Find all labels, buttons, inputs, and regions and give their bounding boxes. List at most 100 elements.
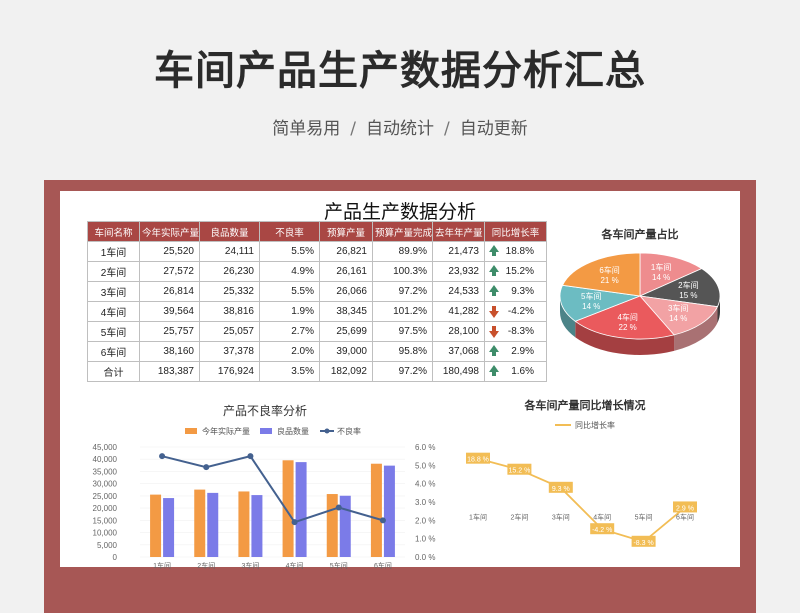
completion-cell[interactable]: 101.2% xyxy=(372,301,433,322)
bar[interactable] xyxy=(238,491,250,557)
line-point[interactable] xyxy=(159,453,166,460)
row-name-cell[interactable]: 3车间 xyxy=(87,281,140,302)
pie-slice[interactable] xyxy=(639,252,703,297)
growth-cell[interactable]: 18.8% xyxy=(484,241,547,262)
y2-tick-label: 2.0 % xyxy=(415,516,435,525)
pie-slice[interactable] xyxy=(574,295,675,340)
bar[interactable] xyxy=(383,465,395,557)
column-header[interactable]: 预算产量完成率 xyxy=(372,221,433,242)
completion-cell[interactable]: 89.9% xyxy=(372,241,433,262)
actual-cell[interactable]: 38,160 xyxy=(139,341,200,362)
bar[interactable] xyxy=(150,494,162,557)
bar[interactable] xyxy=(282,460,294,557)
growth-cell[interactable]: 15.2% xyxy=(484,261,547,282)
budget-cell[interactable]: 26,821 xyxy=(319,241,373,262)
defect-cell[interactable]: 4.9% xyxy=(259,261,320,282)
actual-cell[interactable]: 25,757 xyxy=(139,321,200,342)
bar[interactable] xyxy=(339,495,351,557)
last_year-cell[interactable]: 37,068 xyxy=(432,341,485,362)
y-tick-label: 10,000 xyxy=(93,529,118,538)
actual-cell[interactable]: 26,814 xyxy=(139,281,200,302)
row-name-cell[interactable]: 4车间 xyxy=(87,301,140,322)
row-name-cell[interactable]: 6车间 xyxy=(87,341,140,362)
budget-cell[interactable]: 25,699 xyxy=(319,321,373,342)
defect-cell[interactable]: 2.7% xyxy=(259,321,320,342)
pie-slice[interactable] xyxy=(638,295,719,336)
last_year-cell[interactable]: 28,100 xyxy=(432,321,485,342)
completion-cell[interactable]: 97.5% xyxy=(372,321,433,342)
bar[interactable] xyxy=(194,489,206,557)
row-name-cell[interactable]: 合计 xyxy=(87,361,140,382)
line-point[interactable] xyxy=(335,504,342,511)
column-header[interactable]: 预算产量 xyxy=(319,221,373,242)
bar[interactable] xyxy=(251,495,263,557)
completion-cell[interactable]: 100.3% xyxy=(372,261,433,282)
line-point[interactable] xyxy=(203,464,210,471)
line-point[interactable] xyxy=(247,453,254,460)
data-label-box[interactable] xyxy=(507,463,532,475)
good-cell[interactable]: 38,816 xyxy=(199,301,260,322)
last_year-cell[interactable]: 180,498 xyxy=(432,361,485,382)
growth-cell[interactable]: 1.6% xyxy=(484,361,547,382)
good-cell[interactable]: 24,111 xyxy=(199,241,260,262)
bar[interactable] xyxy=(326,494,338,557)
budget-cell[interactable]: 26,066 xyxy=(319,281,373,302)
line-point[interactable] xyxy=(291,519,298,526)
subtitle-part: 自动更新 xyxy=(459,119,528,139)
budget-cell[interactable]: 38,345 xyxy=(319,301,373,322)
last_year-cell[interactable]: 41,282 xyxy=(432,301,485,322)
data-label-box[interactable] xyxy=(466,452,490,464)
pie-slice[interactable] xyxy=(559,284,642,322)
actual-cell[interactable]: 27,572 xyxy=(139,261,200,282)
row-name-cell[interactable]: 5车间 xyxy=(87,321,140,342)
last_year-cell[interactable]: 23,932 xyxy=(432,261,485,282)
defect-cell[interactable]: 2.0% xyxy=(259,341,320,362)
bar[interactable] xyxy=(163,498,175,557)
actual-cell[interactable]: 25,520 xyxy=(139,241,200,262)
actual-cell[interactable]: 183,387 xyxy=(139,361,200,382)
column-header[interactable]: 同比增长率 xyxy=(484,221,547,242)
defect-cell[interactable]: 5.5% xyxy=(259,281,320,302)
growth-cell[interactable]: 2.9% xyxy=(484,341,547,362)
growth-cell[interactable]: -8.3% xyxy=(484,321,547,342)
completion-cell[interactable]: 97.2% xyxy=(372,281,433,302)
good-cell[interactable]: 25,057 xyxy=(199,321,260,342)
column-header[interactable]: 不良率 xyxy=(259,221,320,242)
good-cell[interactable]: 37,378 xyxy=(199,341,260,362)
defect-cell[interactable]: 5.5% xyxy=(259,241,320,262)
row-name-cell[interactable]: 2车间 xyxy=(87,261,140,282)
column-header[interactable]: 车间名称 xyxy=(87,221,140,242)
budget-cell[interactable]: 182,092 xyxy=(319,361,373,382)
last_year-cell[interactable]: 21,473 xyxy=(432,241,485,262)
defect-cell[interactable]: 1.9% xyxy=(259,301,320,322)
data-label-box[interactable] xyxy=(548,481,573,493)
column-header[interactable]: 去年年产量 xyxy=(432,221,485,242)
data-label-box[interactable] xyxy=(590,523,615,535)
pie-slice[interactable] xyxy=(561,252,641,297)
line-point[interactable] xyxy=(379,517,386,524)
budget-cell[interactable]: 39,000 xyxy=(319,341,373,362)
good-cell[interactable]: 26,230 xyxy=(199,261,260,282)
last_year-cell[interactable]: 24,533 xyxy=(432,281,485,302)
cell-text: 4.9% xyxy=(291,266,314,277)
budget-cell[interactable]: 26,161 xyxy=(319,261,373,282)
data-label-box[interactable] xyxy=(673,501,697,513)
bar[interactable] xyxy=(207,492,219,557)
defect-cell[interactable]: 3.5% xyxy=(259,361,320,382)
column-header[interactable]: 今年实际产量 xyxy=(139,221,200,242)
completion-cell[interactable]: 95.8% xyxy=(372,341,433,362)
pie-slice-label: 2车间 xyxy=(678,280,698,290)
bar[interactable] xyxy=(370,463,382,557)
data-label-box[interactable] xyxy=(631,535,656,547)
row-name-cell[interactable]: 1车间 xyxy=(87,241,140,262)
good-cell[interactable]: 176,924 xyxy=(199,361,260,382)
column-header[interactable]: 良品数量 xyxy=(199,221,260,242)
completion-cell[interactable]: 97.2% xyxy=(372,361,433,382)
good-cell[interactable]: 25,332 xyxy=(199,281,260,302)
growth-cell[interactable]: 9.3% xyxy=(484,281,547,302)
actual-cell[interactable]: 39,564 xyxy=(139,301,200,322)
legend-label: 良品数量 xyxy=(277,426,309,436)
bar[interactable] xyxy=(295,462,307,557)
growth-cell[interactable]: -4.2% xyxy=(484,301,547,322)
pie-slice[interactable] xyxy=(638,268,721,308)
